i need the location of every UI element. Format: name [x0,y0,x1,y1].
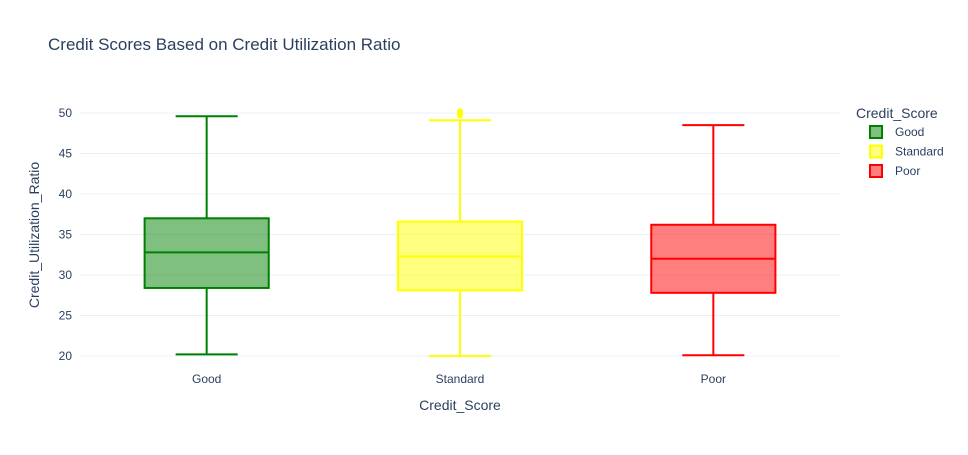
y-tick-label: 25 [59,309,73,323]
x-tick-label: Poor [701,372,726,386]
y-tick-labels: 20 25 30 35 40 45 50 [59,106,73,363]
legend: Credit_Score Good Standard Poor [856,105,944,178]
legend-label: Standard [895,145,944,159]
y-tick-label: 50 [59,106,73,120]
x-tick-labels: Good Standard Poor [192,372,726,386]
box-standard [396,108,524,357]
legend-swatch [869,125,883,139]
legend-label: Good [895,125,924,139]
y-tick-label: 40 [59,187,73,201]
legend-item-poor: Poor [869,164,920,178]
x-axis-label: Credit_Score [419,397,501,413]
legend-title: Credit_Score [856,105,938,121]
box-good [143,115,270,356]
legend-swatch [869,164,883,178]
outlier-point [457,108,463,115]
y-tick-label: 45 [59,147,73,161]
box-poor [650,124,777,357]
legend-item-good: Good [869,125,924,139]
legend-label: Poor [895,164,920,178]
box-series [143,108,777,357]
y-axis-label: Credit_Utilization_Ratio [26,162,42,309]
y-tick-label: 30 [59,268,73,282]
chart-title: Credit Scores Based on Credit Utilizatio… [48,35,400,54]
x-tick-label: Good [192,372,221,386]
x-tick-label: Standard [436,372,485,386]
y-tick-label: 20 [59,349,73,363]
legend-item-standard: Standard [869,144,944,159]
legend-swatch [869,144,883,159]
y-tick-label: 35 [59,228,73,242]
